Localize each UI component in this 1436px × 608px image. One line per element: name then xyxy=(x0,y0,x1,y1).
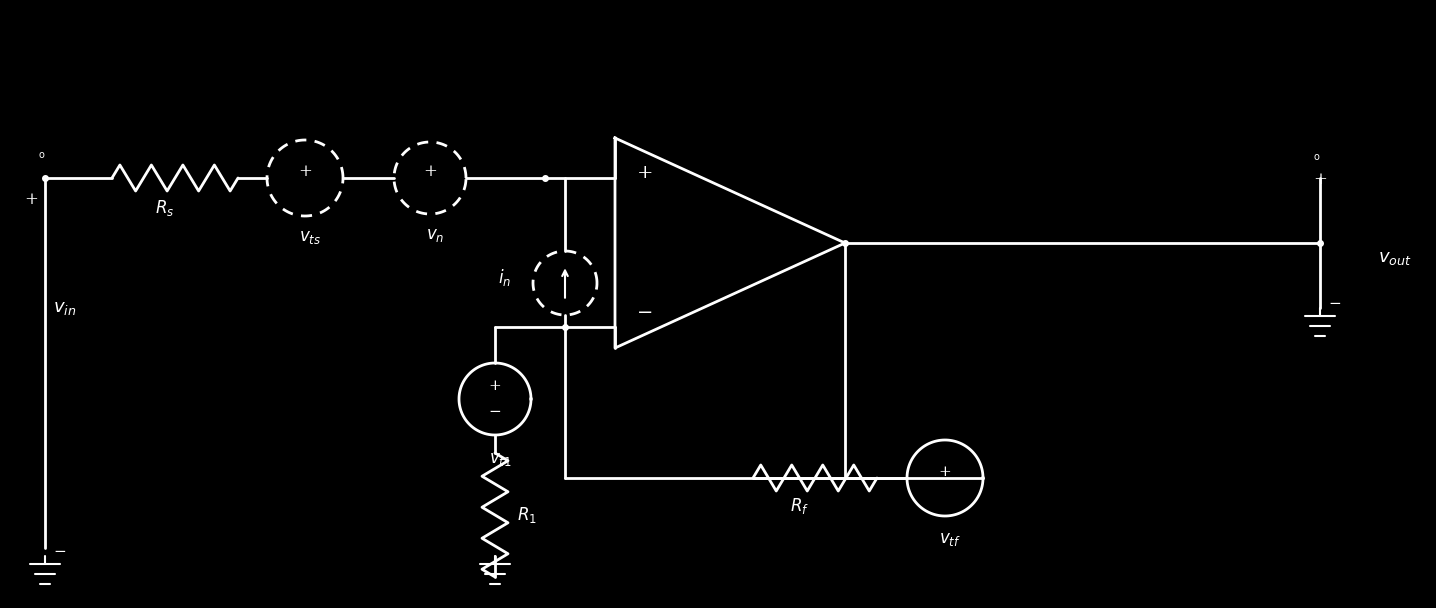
Text: $v_{in}$: $v_{in}$ xyxy=(53,299,76,317)
Text: o: o xyxy=(39,150,45,160)
Text: +: + xyxy=(636,164,653,182)
Text: $R_f$: $R_f$ xyxy=(790,496,810,516)
Text: +: + xyxy=(939,465,952,479)
Text: +: + xyxy=(424,162,437,179)
Text: $v_{ts}$: $v_{ts}$ xyxy=(299,229,322,246)
Text: +: + xyxy=(488,379,501,393)
Text: $v_{out}$: $v_{out}$ xyxy=(1379,249,1412,267)
Text: $R_s$: $R_s$ xyxy=(155,198,175,218)
Text: −: − xyxy=(53,545,66,559)
Text: −: − xyxy=(1328,297,1341,311)
Text: −: − xyxy=(636,304,653,322)
Text: $i_n$: $i_n$ xyxy=(498,266,511,288)
Text: $R_1$: $R_1$ xyxy=(517,505,537,525)
Text: $v_{tf}$: $v_{tf}$ xyxy=(939,531,961,548)
Text: +: + xyxy=(299,162,312,179)
Text: $v_n$: $v_n$ xyxy=(426,227,444,244)
Text: o: o xyxy=(1313,152,1318,162)
Text: +: + xyxy=(24,192,37,209)
Text: −: − xyxy=(488,405,501,419)
Text: $v_{t1}$: $v_{t1}$ xyxy=(488,451,511,468)
Text: +: + xyxy=(1313,171,1327,188)
